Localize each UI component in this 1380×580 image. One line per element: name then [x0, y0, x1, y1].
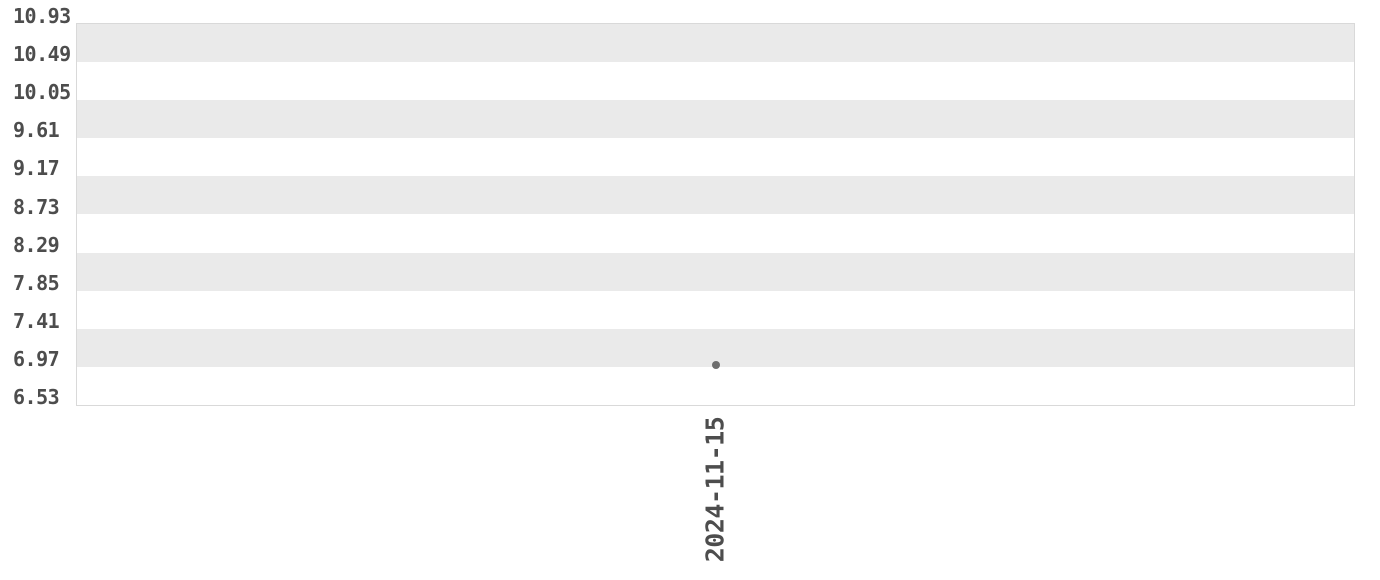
- grid-band: [77, 176, 1354, 215]
- y-tick-label: 6.97: [13, 346, 60, 371]
- grid-band: [77, 62, 1354, 101]
- grid-band: [77, 366, 1354, 405]
- y-tick-label: 9.17: [13, 156, 60, 181]
- y-tick-label: 6.53: [13, 385, 60, 409]
- x-tick-label: 2024-11-15: [699, 416, 729, 562]
- plot-area: [76, 23, 1355, 406]
- grid-band: [77, 290, 1354, 329]
- grid-band: [77, 214, 1354, 253]
- data-point[interactable]: [711, 361, 720, 370]
- y-tick-label: 10.49: [13, 42, 71, 67]
- y-tick-label: 7.85: [13, 270, 60, 295]
- y-tick-label: 7.41: [13, 308, 60, 333]
- y-tick-label: 9.61: [13, 118, 60, 143]
- grid-band: [77, 24, 1354, 63]
- grid-band: [77, 138, 1354, 177]
- y-tick-label: 10.93: [13, 4, 71, 28]
- y-tick-label: 8.29: [13, 232, 60, 257]
- y-tick-label: 8.73: [13, 194, 60, 219]
- grid-band: [77, 252, 1354, 291]
- grid-band: [77, 100, 1354, 139]
- y-tick-label: 10.05: [13, 80, 71, 105]
- grid-band: [77, 328, 1354, 367]
